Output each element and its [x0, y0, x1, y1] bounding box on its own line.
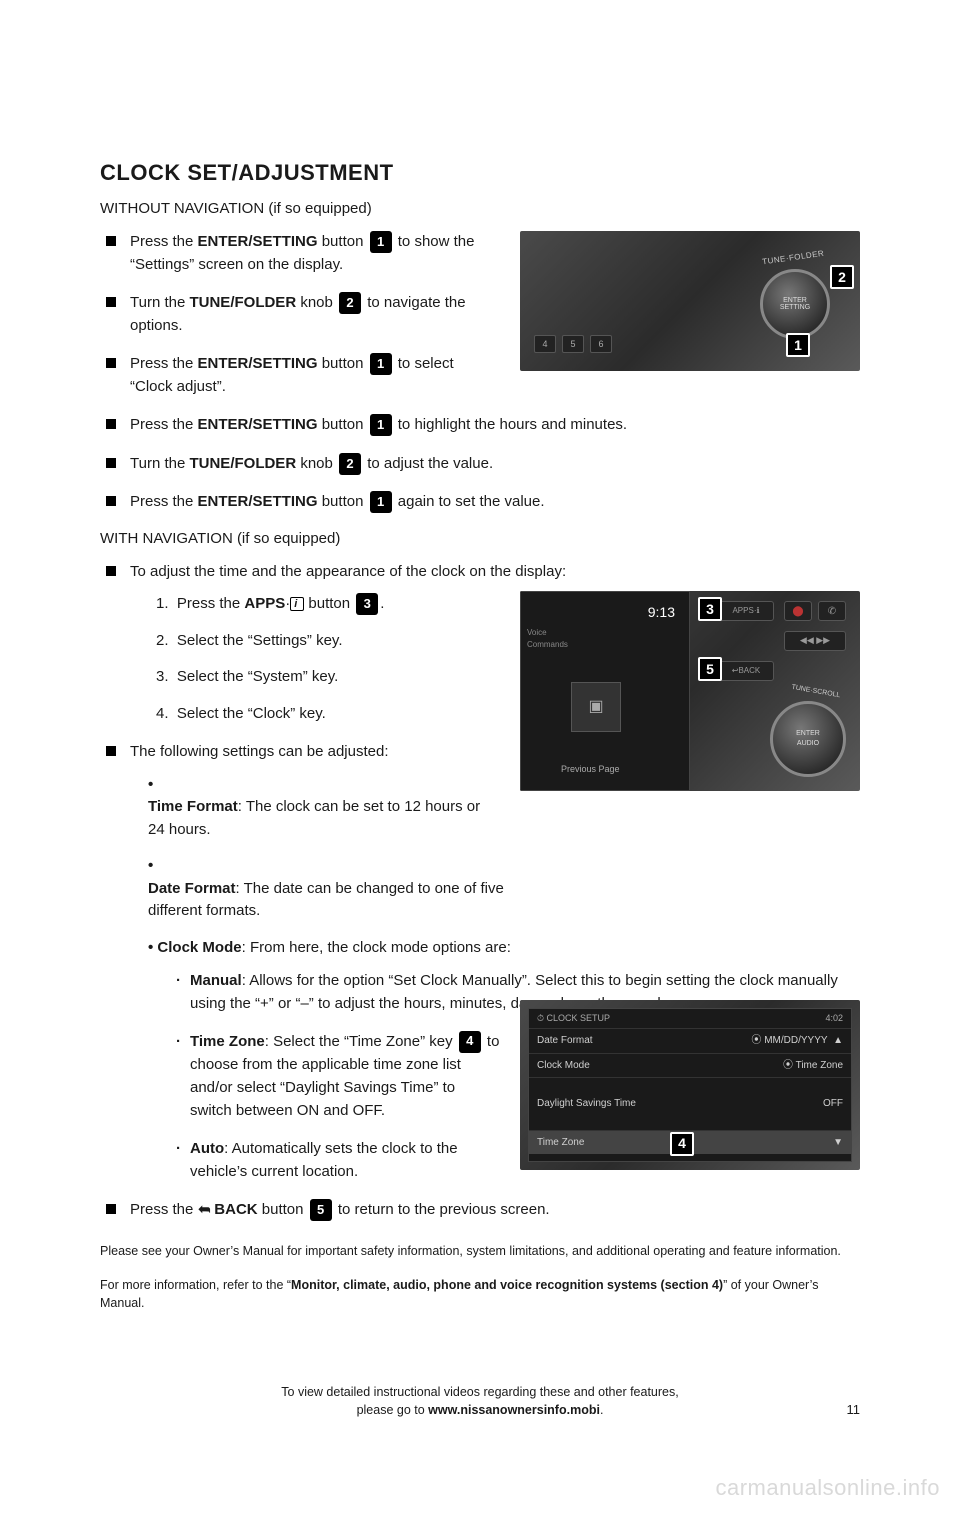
page-number: 11	[847, 1401, 861, 1419]
page-title: CLOCK SET/ADJUSTMENT	[100, 160, 860, 186]
num-2-icon: 2	[339, 292, 361, 314]
option-time-zone: ⏱ CLOCK SETUP4:02 Date Format⦿ MM/DD/YYY…	[176, 1030, 860, 1123]
num-5-icon: 5	[310, 1199, 332, 1221]
section-heading-without-nav: WITHOUT NAVIGATION (if so equipped)	[100, 200, 860, 217]
setting-time-format: Time Format: The clock can be set to 12 …	[148, 774, 860, 842]
setting-date-format: Date Format: The date can be changed to …	[148, 855, 860, 923]
step-item: Press the ENTER/SETTING button 1 to sele…	[100, 353, 860, 398]
seek-buttons: ◀◀ ▶▶	[784, 631, 846, 651]
clock-display: 9:13	[521, 592, 689, 627]
record-icon: ⬤	[784, 601, 812, 621]
callout-5: 5	[698, 657, 722, 681]
num-1-icon: 1	[370, 491, 392, 513]
callout-3: 3	[698, 597, 722, 621]
preset-6: 6	[590, 335, 612, 353]
step-item: Turn the TUNE/FOLDER knob 2 to navigate …	[100, 292, 860, 337]
option-auto: Auto: Automatically sets the clock to th…	[176, 1137, 860, 1184]
safety-note: Please see your Owner’s Manual for impor…	[100, 1242, 860, 1260]
info-icon	[290, 597, 304, 611]
clock-mode-options: Manual: Allows for the option “Set Clock…	[148, 969, 860, 1183]
preset-buttons: 4 5 6	[534, 335, 612, 353]
section-heading-with-nav: WITH NAVIGATION (if so equipped)	[100, 530, 860, 547]
num-2-icon: 2	[339, 453, 361, 475]
settings-list: Time Format: The clock can be set to 12 …	[130, 774, 860, 1184]
num-1-icon: 1	[370, 414, 392, 436]
step-item: Press the ENTER/SETTING button 1 to show…	[100, 231, 860, 276]
preset-5: 5	[562, 335, 584, 353]
num-3-icon: 3	[356, 593, 378, 615]
page-icon: ▣	[571, 682, 621, 732]
watermark: carmanualsonline.info	[715, 1475, 940, 1501]
step-item: Press the ➦ BACK button 5 to return to t…	[100, 1199, 860, 1222]
reference-note: For more information, refer to the “Moni…	[100, 1276, 860, 1312]
with-nav-steps: To adjust the time and the appearance of…	[100, 561, 860, 1222]
step-item: The following settings can be adjusted: …	[100, 741, 860, 1183]
setting-clock-mode: Clock Mode: From here, the clock mode op…	[148, 937, 860, 1184]
num-4-icon: 4	[459, 1031, 481, 1053]
page-footer: To view detailed instructional videos re…	[100, 1384, 860, 1419]
step-item: To adjust the time and the appearance of…	[100, 561, 860, 726]
step-item: Press the ENTER/SETTING button 1 to high…	[100, 414, 860, 437]
preset-4: 4	[534, 335, 556, 353]
without-nav-steps: Press the ENTER/SETTING button 1 to show…	[100, 231, 860, 514]
step-item: Turn the TUNE/FOLDER knob 2 to adjust th…	[100, 453, 860, 476]
back-arrow-icon: ➦	[198, 1199, 211, 1222]
back-button: ↩BACK	[718, 661, 774, 681]
num-1-icon: 1	[370, 231, 392, 253]
num-1-icon: 1	[370, 353, 392, 375]
apps-button: APPS·ℹ	[718, 601, 774, 621]
step-item: Press the ENTER/SETTING button 1 again t…	[100, 491, 860, 514]
phone-icon: ✆	[818, 601, 846, 621]
manual-page: CLOCK SET/ADJUSTMENT WITHOUT NAVIGATION …	[0, 0, 960, 1519]
